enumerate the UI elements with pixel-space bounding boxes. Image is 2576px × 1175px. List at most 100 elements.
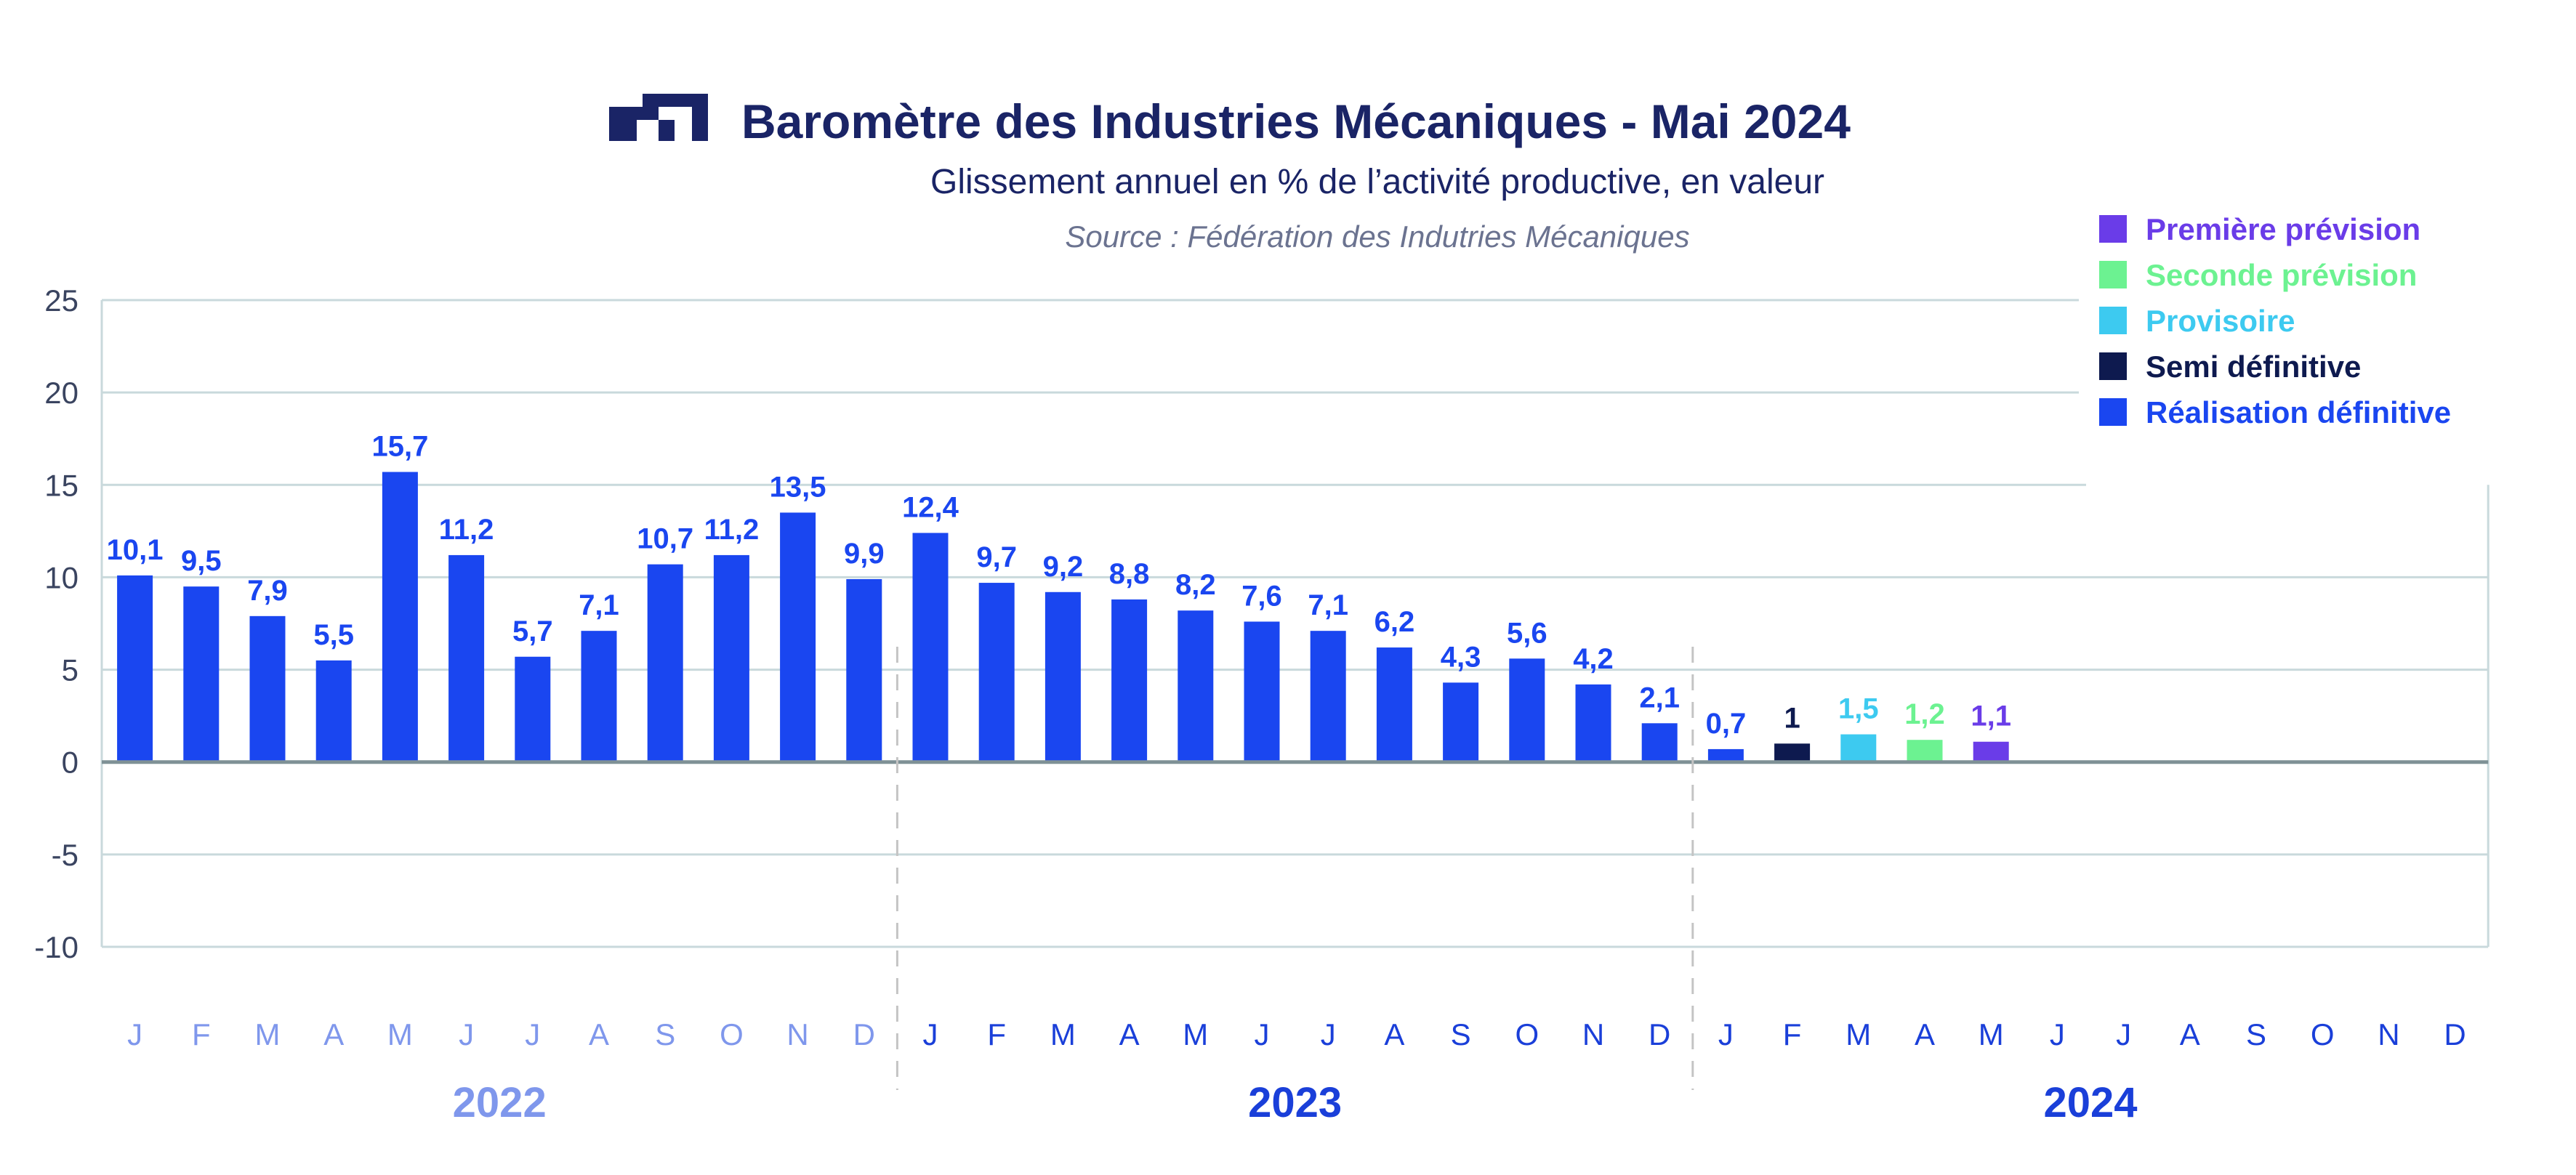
x-tick-label: J — [2116, 1017, 2131, 1051]
year-label: 2022 — [453, 1079, 547, 1126]
legend-swatch — [2099, 307, 2127, 334]
data-label: 7,1 — [1308, 589, 1348, 621]
bar — [1443, 682, 1479, 762]
y-tick-label: 10 — [44, 560, 79, 594]
bar — [1045, 591, 1081, 762]
data-label: 9,9 — [844, 538, 885, 570]
x-tick-label: A — [2180, 1017, 2200, 1051]
y-tick-label: 15 — [44, 468, 79, 502]
x-tick-label: J — [1718, 1017, 1734, 1051]
bar — [713, 554, 749, 762]
grid — [100, 299, 2490, 948]
bar — [912, 533, 949, 762]
data-label: 1,1 — [1971, 700, 2011, 732]
bar — [1376, 647, 1412, 762]
data-label: 12,4 — [902, 491, 959, 523]
x-tick-label: J — [1255, 1017, 1270, 1051]
legend-swatch — [2099, 215, 2127, 243]
bar — [1641, 723, 1678, 762]
data-label: 9,7 — [976, 541, 1017, 573]
bar — [249, 615, 286, 762]
bar — [382, 472, 418, 762]
bar — [1840, 734, 1877, 762]
bar — [1907, 740, 1943, 762]
bars — [102, 472, 2489, 764]
bar — [183, 586, 220, 762]
data-label: 1,2 — [1904, 698, 1945, 730]
chart-title: Baromètre des Industries Mécaniques - Ma… — [741, 94, 1851, 148]
x-axis: J F M A M J J A S O N D 2022 J F M A M J J A S O N D 2023 J F M A M J J A… — [127, 647, 2466, 1126]
data-label: 2,1 — [1639, 682, 1680, 714]
x-tick-label: M — [1846, 1017, 1871, 1051]
x-tick-label: D — [2444, 1017, 2466, 1051]
x-tick-label: J — [1321, 1017, 1336, 1051]
year-label: 2024 — [2043, 1079, 2137, 1126]
x-tick-label: M — [1183, 1017, 1208, 1051]
bar — [846, 578, 882, 762]
bar — [1509, 658, 1545, 762]
data-label: 13,5 — [770, 471, 826, 503]
data-label: 15,7 — [371, 430, 428, 462]
bar — [780, 512, 816, 762]
data-labels: 10,1 9,57,95,515,711,25,77,110,7 11,213,59… — [107, 430, 2011, 739]
bar — [1973, 741, 2009, 762]
legend-label: Seconde prévision — [2146, 258, 2417, 292]
x-tick-label: F — [1783, 1017, 1802, 1051]
bar — [647, 564, 683, 762]
legend-swatch — [2099, 352, 2127, 380]
legend-swatch — [2099, 261, 2127, 288]
y-tick-label: -10 — [34, 930, 79, 964]
x-tick-label: O — [2311, 1017, 2335, 1051]
data-label: 9,2 — [1043, 551, 1084, 583]
data-label: 7,6 — [1241, 580, 1282, 612]
bar — [1310, 631, 1346, 762]
x-tick-label: A — [323, 1017, 344, 1051]
x-tick-label: M — [387, 1017, 413, 1051]
x-tick-label: N — [2378, 1017, 2399, 1051]
x-tick-label: J — [2050, 1017, 2065, 1051]
x-tick-label: N — [786, 1017, 808, 1051]
legend-swatch — [2099, 398, 2127, 426]
data-label: 7,1 — [579, 589, 619, 621]
data-label: 4,3 — [1441, 641, 1481, 673]
legend-label: Réalisation définitive — [2146, 395, 2451, 429]
data-label: 11,2 — [704, 514, 760, 546]
x-tick-label: J — [923, 1017, 938, 1051]
data-label: 8,8 — [1109, 558, 1150, 590]
bar — [515, 656, 551, 762]
x-tick-label: D — [853, 1017, 875, 1051]
bar — [117, 575, 153, 762]
bar — [1111, 599, 1148, 762]
chart-source: Source : Fédération des Indutries Mécani… — [1065, 219, 1689, 254]
bar — [1774, 743, 1811, 762]
x-tick-label: A — [1384, 1017, 1404, 1051]
fim-logo-icon — [609, 94, 708, 141]
y-tick-label: 0 — [62, 746, 79, 780]
legend-label: Première prévision — [2146, 212, 2420, 246]
year-label: 2023 — [1248, 1079, 1342, 1126]
x-tick-label: S — [1451, 1017, 1471, 1051]
data-label: 0,7 — [1706, 708, 1747, 740]
x-tick-label: N — [1582, 1017, 1604, 1051]
y-tick-label: 20 — [44, 376, 79, 410]
data-label: 10,7 — [637, 523, 693, 555]
y-axis: 25 20 15 10 5 0 -5 -10 — [34, 283, 79, 964]
data-label: 7,9 — [247, 575, 288, 607]
x-tick-label: M — [1050, 1017, 1076, 1051]
data-label: 4,2 — [1573, 643, 1614, 675]
x-tick-label: M — [255, 1017, 281, 1051]
y-tick-label: 25 — [44, 283, 79, 318]
x-tick-label: J — [127, 1017, 142, 1051]
bar — [1244, 621, 1280, 762]
data-label: 6,2 — [1374, 606, 1415, 638]
data-label: 5,6 — [1507, 617, 1547, 649]
data-label: 8,2 — [1175, 569, 1216, 601]
x-tick-label: F — [192, 1017, 211, 1051]
data-label: 5,5 — [313, 619, 354, 651]
x-tick-label: J — [459, 1017, 474, 1051]
x-tick-label: J — [525, 1017, 540, 1051]
y-tick-label: -5 — [52, 838, 79, 872]
x-tick-label: F — [987, 1017, 1006, 1051]
bar — [1178, 610, 1214, 762]
